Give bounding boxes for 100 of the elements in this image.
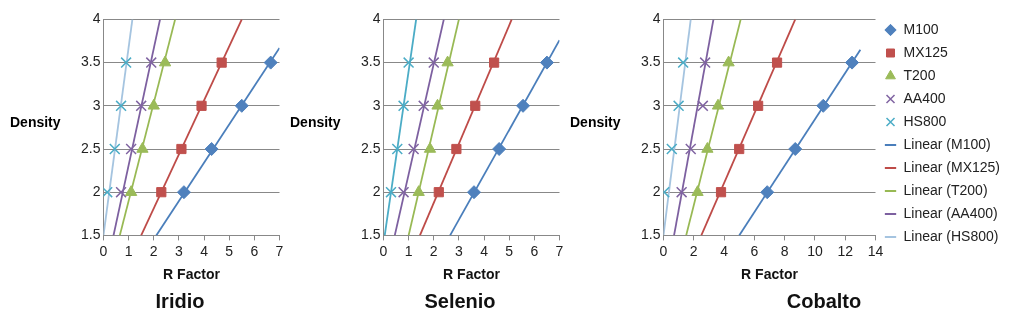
x-tick-label: 5 [505, 242, 514, 259]
point [492, 142, 507, 156]
point [677, 56, 689, 69]
x-tick-label: 0 [99, 242, 108, 259]
point [722, 55, 735, 67]
x-tick-label: 6 [750, 242, 759, 259]
x-tick-label: 1 [124, 242, 133, 259]
point [176, 143, 187, 155]
y-tick-label: 3.5 [360, 53, 381, 70]
point [397, 100, 410, 112]
point [391, 143, 403, 155]
point [158, 55, 172, 67]
legend-label: Linear (M100) [903, 135, 991, 152]
y-tick-label: 1.5 [80, 226, 101, 243]
point [428, 56, 440, 69]
y-tick-label: 3 [652, 96, 661, 113]
point [103, 186, 113, 198]
y-tick-label: 2 [92, 183, 101, 200]
y-tick-label: 2.5 [640, 139, 661, 156]
y-tick-label: 3.5 [640, 53, 661, 70]
x-tick-label: 2 [689, 242, 698, 259]
point [685, 143, 697, 155]
point [760, 185, 775, 200]
point [539, 55, 554, 70]
y-tick-label: 4 [652, 10, 661, 27]
point [701, 142, 714, 153]
point [418, 100, 430, 112]
text: Selenio [424, 289, 496, 312]
point [666, 143, 678, 155]
point [120, 56, 132, 69]
point [516, 98, 531, 113]
x-tick-label: 8 [780, 242, 789, 259]
y-tick-label: 2.5 [360, 139, 381, 156]
point [109, 143, 121, 155]
point [423, 142, 437, 153]
legend-label: AA400 [903, 89, 946, 106]
point [263, 55, 278, 70]
x-axis-title: R Factor [163, 266, 221, 283]
point [489, 57, 500, 68]
text: Cobalto [786, 289, 862, 312]
y-tick-label: 2.5 [80, 139, 101, 156]
y-tick-label: 4 [372, 10, 381, 27]
y-axis-title: Density [570, 114, 621, 131]
x-tick-label: 1 [404, 242, 413, 259]
y-axis-title: Density [290, 114, 341, 131]
point [441, 55, 454, 67]
legend-label: Linear (HS800) [903, 227, 999, 244]
point [691, 185, 704, 196]
x-axis-title: R Factor [741, 266, 799, 283]
legend-label: T200 [903, 66, 936, 83]
x-tick-label: 2 [149, 242, 158, 259]
legend-label: MX125 [903, 43, 949, 60]
point [216, 57, 227, 68]
point [234, 98, 249, 113]
point [788, 142, 803, 156]
y-tick-label: 3 [372, 96, 381, 113]
legend-label: M100 [903, 20, 939, 37]
x-tick-label: 3 [175, 242, 184, 259]
point [176, 185, 191, 200]
point [697, 100, 709, 112]
y-tick-label: 2 [652, 183, 661, 200]
x-tick-label: 4 [480, 242, 489, 259]
point [675, 186, 688, 198]
point [125, 143, 137, 155]
point [147, 98, 160, 110]
point [467, 185, 481, 200]
point [407, 143, 420, 155]
point [715, 187, 727, 198]
legend-label: Linear (T200) [903, 181, 988, 198]
x-tick-label: 14 [867, 242, 884, 259]
point [845, 55, 860, 70]
point [672, 100, 685, 112]
x-tick-label: 2 [429, 242, 438, 259]
y-axis-title: Density [10, 114, 61, 131]
text: Iridio [155, 289, 205, 312]
point [431, 98, 444, 110]
x-tick-label: 0 [379, 242, 388, 259]
y-tick-label: 1.5 [640, 226, 661, 243]
x-tick-label: 12 [837, 242, 854, 259]
x-tick-label: 0 [659, 242, 668, 259]
point [136, 142, 149, 153]
x-tick-label: 4 [200, 242, 209, 259]
point [115, 100, 127, 112]
y-tick-label: 1.5 [360, 226, 381, 243]
point [433, 187, 444, 198]
legend-label: Linear (MX125) [903, 158, 1001, 175]
point [734, 143, 745, 155]
legend-label: HS800 [903, 112, 947, 129]
point [771, 57, 783, 68]
point [402, 56, 415, 69]
y-tick-label: 2 [372, 183, 381, 200]
point [397, 186, 410, 198]
x-tick-label: 7 [275, 242, 284, 259]
point [204, 142, 219, 156]
y-tick-label: 3.5 [80, 53, 101, 70]
point [699, 56, 711, 69]
x-axis-title: R Factor [443, 266, 501, 283]
legend-label: Linear (AA400) [903, 204, 998, 221]
point [196, 100, 207, 111]
x-tick-label: 4 [720, 242, 729, 259]
